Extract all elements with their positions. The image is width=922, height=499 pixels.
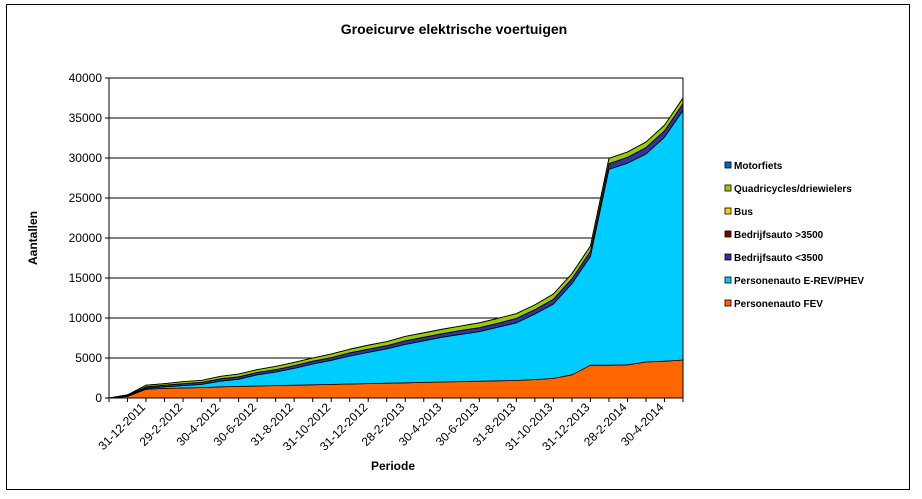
- y-tick-label: 25000: [69, 191, 103, 205]
- chart-svg: Groeicurve elektrische voertuigen Aantal…: [26, 21, 864, 473]
- gridlines: [109, 77, 683, 359]
- legend-swatch-bedrijfsauto-3500: [724, 253, 732, 261]
- y-axis-label: Aantallen: [26, 211, 40, 265]
- x-tick-label: 31-12-2011: [95, 400, 148, 453]
- legend-swatch-quadricycles-driewielers: [724, 184, 732, 192]
- legend-label-bus: Bus: [734, 207, 753, 218]
- legend-swatch-bus: [724, 207, 732, 215]
- legend-label-personenauto-e-rev-phev: Personenauto E-REV/PHEV: [734, 276, 864, 287]
- y-tick-label: 15000: [69, 271, 103, 285]
- y-tick-label: 10000: [69, 311, 103, 325]
- chart-title: Groeicurve elektrische voertuigen: [341, 21, 567, 37]
- x-axis-label: Periode: [371, 459, 415, 473]
- y-tick-label: 30000: [69, 151, 103, 165]
- legend-label-bedrijfsauto-3500: Bedrijfsauto >3500: [734, 230, 824, 241]
- legend-swatch-personenauto-e-rev-phev: [724, 276, 732, 284]
- y-tick-label: 0: [95, 391, 102, 405]
- legend-label-bedrijfsauto-3500: Bedrijfsauto <3500: [734, 253, 824, 264]
- legend-label-quadricycles-driewielers: Quadricycles/driewielers: [734, 184, 852, 195]
- y-tick-labels: 0 5000 10000 15000 20000 25000 30000 35000 40000: [69, 71, 109, 405]
- y-tick-label: 40000: [69, 71, 103, 85]
- area-series-personenauto-e-rev-phev: [108, 110, 684, 399]
- y-tick-label: 20000: [69, 231, 103, 245]
- legend-label-personenauto-fev: Personenauto FEV: [734, 299, 823, 310]
- legend-swatch-motorfiets: [724, 161, 732, 169]
- legend: Motorfiets Quadricycles/driewielers Bus Bed…: [724, 161, 864, 310]
- legend-swatch-bedrijfsauto-3500: [724, 230, 732, 238]
- legend-swatch-personenauto-fev: [724, 299, 732, 307]
- chart-frame: Groeicurve elektrische voertuigen Aantal…: [6, 4, 910, 490]
- legend-label-motorfiets: Motorfiets: [734, 161, 783, 172]
- y-tick-label: 35000: [69, 111, 103, 125]
- y-tick-label: 5000: [75, 351, 102, 365]
- x-tick-labels: 31-12-201129-2-201230-4-201230-6-201231-…: [95, 398, 684, 454]
- area-series-group: [108, 97, 684, 399]
